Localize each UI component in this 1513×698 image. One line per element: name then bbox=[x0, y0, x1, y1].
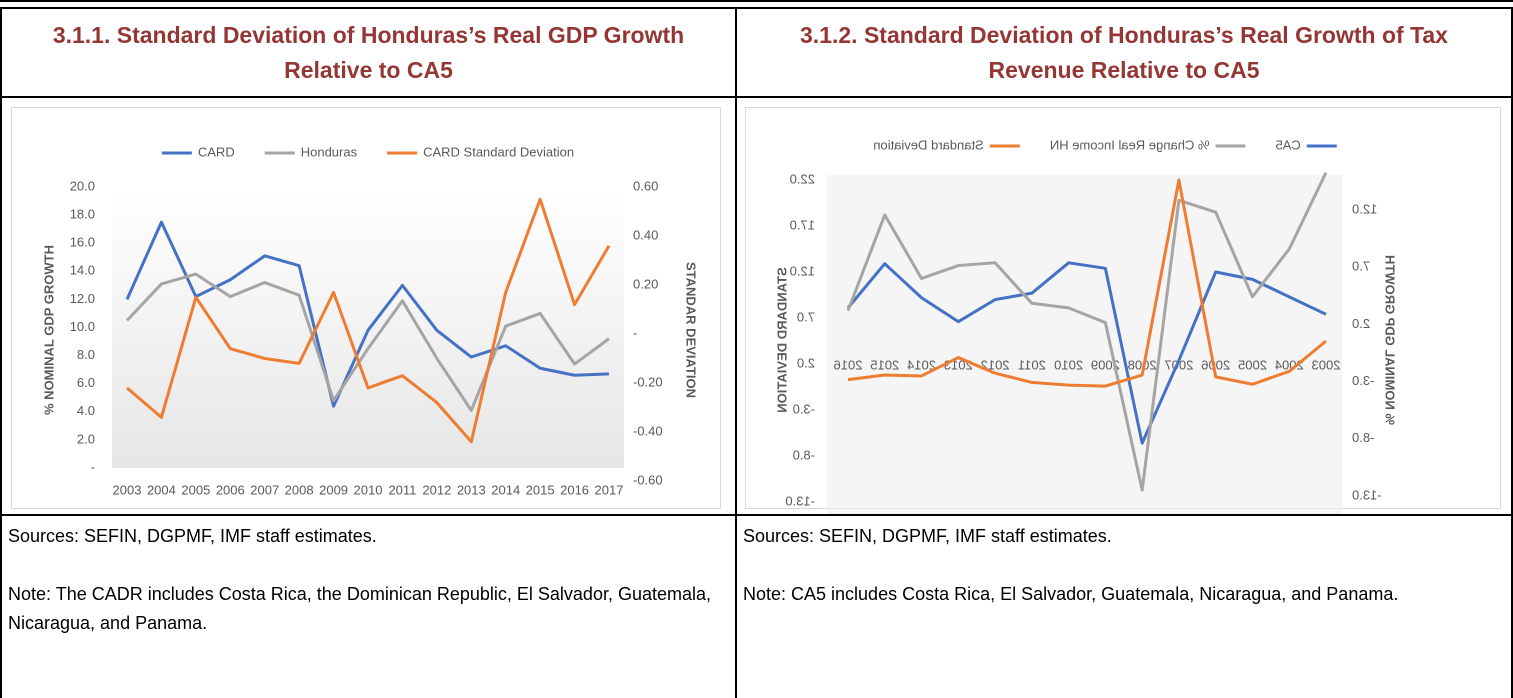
legend-label: CARD bbox=[198, 144, 235, 159]
plot-area bbox=[827, 175, 1342, 514]
data-line bbox=[125, 220, 610, 408]
legend-label: Standard Deviation bbox=[873, 137, 984, 152]
legend-label: % Change Real Income HN bbox=[1050, 137, 1210, 152]
y-tick-label: 8.0 bbox=[77, 347, 95, 362]
y2-tick-label: 0.60 bbox=[633, 178, 658, 193]
y-tick-label: 6.0 bbox=[77, 375, 95, 390]
y-tick-label: 12.0 bbox=[1352, 201, 1377, 216]
data-line bbox=[847, 178, 1327, 388]
legend-label: CA5 bbox=[1275, 137, 1300, 152]
x-tick-label: 2004 bbox=[1275, 357, 1304, 372]
notes: Sources: SEFIN, DGPMF, IMF staff estimat… bbox=[737, 522, 1507, 609]
x-tick-label: 2012 bbox=[422, 482, 451, 497]
chart: -13.0 -8.0 -3.0 2.0 7.0 12.0 -13.0 -8.0 -3.0 2.0 7… bbox=[774, 137, 1398, 514]
y2-tick-label: -0.60 bbox=[633, 472, 663, 487]
y-tick-label: -3.0 bbox=[1352, 373, 1374, 388]
y2-tick-label: 2.0 bbox=[797, 355, 815, 370]
y-tick-label: 14.0 bbox=[70, 263, 95, 278]
data-line bbox=[125, 272, 610, 412]
y-tick-label: 10.0 bbox=[70, 319, 95, 334]
rule bbox=[735, 7, 737, 698]
x-tick-label: 2005 bbox=[1238, 357, 1267, 372]
y-tick-label: -8.0 bbox=[1352, 430, 1374, 445]
rule bbox=[0, 96, 1513, 98]
x-tick-label: 2003 bbox=[1312, 357, 1341, 372]
rule bbox=[0, 7, 2, 698]
figure-title: 3.1.2. Standard Deviation of Honduras’s … bbox=[800, 22, 1448, 83]
y-tick-label: 18.0 bbox=[70, 207, 95, 222]
source-note: Sources: SEFIN, DGPMF, IMF staff estimat… bbox=[8, 526, 377, 546]
rule bbox=[0, 7, 1513, 9]
y2-tick-label: -3.0 bbox=[793, 401, 815, 416]
notes: Sources: SEFIN, DGPMF, IMF staff estimat… bbox=[2, 522, 735, 638]
y2-tick-label: -0.40 bbox=[633, 423, 663, 438]
data-line bbox=[846, 261, 1327, 445]
axis-title: % NOMINAL GDP GROWTH bbox=[1383, 255, 1398, 425]
y2-tick-label: 0.20 bbox=[633, 276, 658, 291]
x-tick-label: 2008 bbox=[285, 482, 314, 497]
chart: -2.04.06.08.010.012.014.016.018.020.0-0.… bbox=[41, 144, 699, 497]
note: Note: The CADR includes Costa Rica, the … bbox=[8, 584, 712, 633]
x-tick-label: 2013 bbox=[944, 357, 973, 372]
y2-tick-label: 12.0 bbox=[790, 263, 815, 278]
axis-title: % NOMINAL GDP GROWTH bbox=[41, 245, 56, 415]
x-tick-label: 2015 bbox=[526, 482, 555, 497]
x-tick-label: 2010 bbox=[1054, 357, 1083, 372]
figure-title: 3.1.1. Standard Deviation of Honduras’s … bbox=[52, 22, 685, 83]
legend-label: CARD Standard Deviation bbox=[423, 144, 574, 159]
y-tick-label: 12.0 bbox=[70, 291, 95, 306]
x-tick-label: 2008 bbox=[1128, 357, 1157, 372]
y-tick-label: 20.0 bbox=[70, 178, 95, 193]
y2-tick-label: - bbox=[633, 325, 637, 340]
data-line bbox=[126, 197, 611, 444]
x-tick-label: 2004 bbox=[147, 482, 176, 497]
plot-area bbox=[112, 187, 624, 468]
x-tick-label: 2016 bbox=[560, 482, 589, 497]
x-tick-label: 2011 bbox=[1018, 357, 1046, 372]
y2-tick-label: 0.40 bbox=[633, 227, 658, 242]
rule bbox=[0, 514, 1513, 516]
y-tick-label: 16.0 bbox=[70, 235, 95, 250]
y-tick-label: - bbox=[91, 459, 95, 474]
y-tick-label: 4.0 bbox=[77, 403, 95, 418]
y2-tick-label: -8.0 bbox=[793, 447, 815, 462]
x-tick-label: 2003 bbox=[113, 482, 142, 497]
y2-tick-label: 22.0 bbox=[790, 171, 815, 186]
x-tick-label: 2010 bbox=[354, 482, 383, 497]
x-tick-label: 2006 bbox=[216, 482, 245, 497]
y2-tick-label: -0.20 bbox=[633, 374, 663, 389]
axis-title: STANDAR DEVIATION bbox=[684, 262, 699, 398]
x-tick-label: 2014 bbox=[491, 482, 520, 497]
x-tick-label: 2009 bbox=[319, 482, 348, 497]
x-tick-label: 2006 bbox=[1201, 357, 1230, 372]
y2-tick-label: -13.0 bbox=[785, 493, 815, 508]
axis-title: STANDARD DEVIATION bbox=[774, 267, 789, 412]
source-note: Sources: SEFIN, DGPMF, IMF staff estimat… bbox=[743, 526, 1112, 546]
legend-label: Honduras bbox=[301, 144, 358, 159]
y-tick-label: 7.0 bbox=[1352, 259, 1370, 274]
x-tick-label: 2007 bbox=[250, 482, 279, 497]
x-tick-label: 2016 bbox=[834, 357, 863, 372]
x-tick-label: 2005 bbox=[181, 482, 210, 497]
x-tick-label: 2015 bbox=[870, 357, 899, 372]
mirrored-chart: -13.0 -8.0 -3.0 2.0 7.0 12.0 -13.0 -8.0 -3.0 2.0 7… bbox=[774, 137, 1398, 514]
y-tick-label: 2.0 bbox=[77, 431, 95, 446]
x-tick-label: 2013 bbox=[457, 482, 486, 497]
rule bbox=[0, 0, 1513, 2]
data-line bbox=[846, 171, 1328, 492]
y-tick-label: 2.0 bbox=[1352, 316, 1370, 331]
y2-tick-label: 17.0 bbox=[790, 217, 815, 232]
x-tick-label: 2007 bbox=[1164, 357, 1193, 372]
x-tick-label: 2014 bbox=[907, 357, 936, 372]
x-tick-label: 2017 bbox=[595, 482, 624, 497]
y2-tick-label: 7.0 bbox=[797, 309, 815, 324]
note: Note: CA5 includes Costa Rica, El Salvad… bbox=[743, 584, 1399, 604]
x-tick-label: 2011 bbox=[388, 482, 416, 497]
y-tick-label: -13.0 bbox=[1352, 487, 1382, 502]
rule bbox=[1511, 7, 1513, 698]
